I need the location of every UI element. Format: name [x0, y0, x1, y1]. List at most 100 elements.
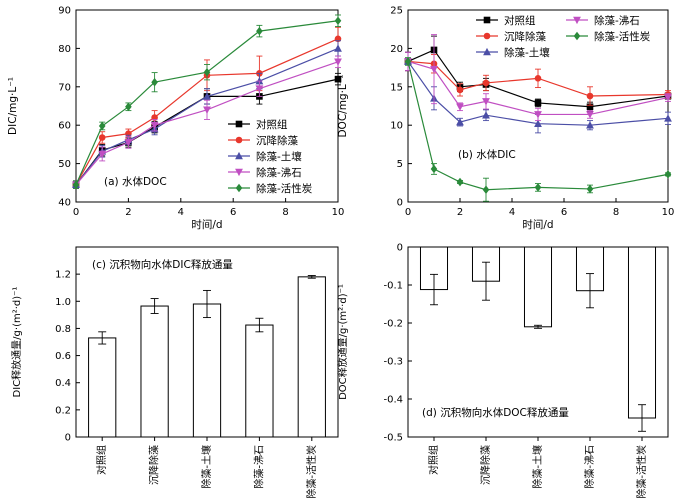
data-point — [586, 92, 594, 100]
x-tick-label: 除藻-沸石 — [252, 445, 265, 489]
legend-label: 除藻-土壤 — [256, 150, 302, 163]
y-tick-label: 15 — [390, 82, 403, 93]
x-tick-label: 沉降除藻 — [148, 445, 161, 485]
y-axis-label: DIC/mg·L⁻¹ — [7, 77, 19, 135]
data-point — [334, 16, 342, 26]
x-axis-label: 时间/d — [191, 218, 222, 231]
x-tick-label: 4 — [509, 207, 515, 218]
bar — [140, 305, 169, 438]
data-point — [404, 57, 412, 66]
y-tick-label: -0.1 — [383, 281, 403, 292]
y-tick-label: 90 — [58, 6, 71, 17]
plot-frame — [75, 9, 339, 203]
data-point — [664, 170, 672, 179]
data-point — [456, 86, 464, 94]
y-tick-label: 20 — [390, 44, 403, 55]
x-tick-label: 0 — [73, 207, 79, 218]
data-point — [430, 65, 438, 74]
y-tick-label: 80 — [58, 44, 71, 55]
x-axis-label: 时间/d — [522, 218, 553, 231]
legend-entry: 除藻-活性炭 — [566, 30, 651, 43]
x-tick-label: 沉降除藻 — [479, 445, 492, 485]
y-tick-label: 40 — [58, 198, 71, 209]
data-point — [203, 67, 211, 77]
data-point — [334, 44, 342, 52]
y-tick-label: 50 — [58, 159, 71, 170]
data-point — [586, 121, 594, 129]
data-point — [586, 184, 594, 194]
y-tick-label: -0.2 — [383, 319, 403, 330]
data-point — [534, 99, 542, 107]
legend-marker — [235, 151, 243, 160]
data-point — [534, 75, 542, 82]
data-point — [456, 118, 464, 126]
x-tick-label: 0 — [405, 207, 411, 218]
legend-marker — [235, 168, 243, 177]
x-tick-label: 10 — [332, 207, 345, 218]
series-4 — [404, 34, 672, 122]
bar — [245, 324, 274, 438]
bar — [297, 276, 326, 438]
x-tick-label: 8 — [613, 207, 619, 218]
data-point — [98, 134, 106, 141]
data-point — [482, 98, 490, 106]
x-tick-label: 除藻-活性炭 — [635, 445, 648, 499]
data-point — [334, 75, 342, 83]
legend-label: 除藻-活性炭 — [256, 182, 313, 195]
legend-entry: 沉降除藻 — [228, 134, 298, 147]
y-tick-label: 0.6 — [55, 351, 71, 362]
legend-label: 除藻-沸石 — [256, 166, 302, 179]
data-point — [203, 92, 211, 100]
x-tick-label: 6 — [561, 207, 567, 218]
data-point — [98, 150, 107, 159]
legend-entry: 对照组 — [476, 14, 536, 27]
bar — [88, 337, 117, 438]
chart-panel-c: 0 0.2 0.4 0.6 0.8 1.0 1.2 DIC释放通量/g·(m²·d)⁻¹ 对照组… — [10, 246, 339, 499]
data-point — [664, 114, 672, 122]
data-point — [98, 121, 106, 131]
legend-entry: 除藻-土壤 — [228, 150, 302, 163]
data-point — [456, 177, 464, 187]
y-tick-label: 60 — [58, 121, 71, 132]
y-tick-label: 0 — [65, 433, 71, 444]
data-point — [334, 58, 342, 66]
legend-marker — [483, 32, 491, 40]
legend-marker — [483, 47, 491, 56]
data-point — [534, 119, 542, 127]
y-tick-label: 0.8 — [55, 324, 71, 335]
legend-entry: 除藻-沸石 — [228, 166, 302, 179]
chart-panel-b: 0 2 4 6 8 100510152025时间/dDOC/mg·L⁻¹对照组沉降除藻除藻… — [337, 6, 674, 232]
x-tick-label: 10 — [662, 207, 675, 218]
data-point — [482, 79, 490, 87]
x-tick-label: 6 — [230, 207, 236, 218]
legend-label: 沉降除藻 — [256, 134, 298, 147]
data-point — [255, 85, 264, 93]
bar — [192, 303, 222, 438]
legend-entry: 除藻-土壤 — [476, 46, 550, 59]
y-tick-label: -0.4 — [383, 395, 403, 406]
legend-marker — [235, 183, 243, 193]
plot-frame — [407, 9, 669, 203]
legend-marker — [235, 136, 243, 144]
data-point — [534, 183, 542, 192]
y-tick-label: 70 — [58, 82, 71, 93]
y-tick-label: 1.0 — [55, 297, 71, 308]
legend-entry: 沉降除藻 — [476, 30, 546, 43]
data-point — [664, 94, 672, 102]
legend-label: 除藻-沸石 — [594, 14, 640, 27]
series-2 — [404, 51, 672, 106]
legend-marker — [573, 31, 581, 41]
x-tick-label: 2 — [457, 207, 463, 218]
panel-annotation: (a) 水体DOC — [104, 176, 167, 188]
y-tick-label: 5 — [397, 159, 403, 170]
y-tick-label: 0 — [397, 243, 403, 254]
chart-panel-d: 0 -0.1 -0.2 -0.3 -0.4 -0.5 DOC释放通量/g·(m²·d)⁻¹ 对… — [336, 243, 669, 499]
data-point — [124, 139, 133, 147]
panel-annotation: (b) 水体DIC — [458, 149, 516, 161]
y-axis-label: DIC释放通量/g·(m²·d)⁻¹ — [10, 287, 23, 398]
data-point — [586, 103, 594, 111]
x-tick-label: 除藻-土壤 — [200, 445, 213, 489]
chart-panel-a: 0 2 4 6 8 10 40 50 60 70 80 90 时间/d DIC/mg·L⁻¹ 对照组沉降除藻… — [7, 6, 344, 232]
y-tick-label: 10 — [390, 121, 403, 132]
legend-marker — [483, 16, 491, 24]
